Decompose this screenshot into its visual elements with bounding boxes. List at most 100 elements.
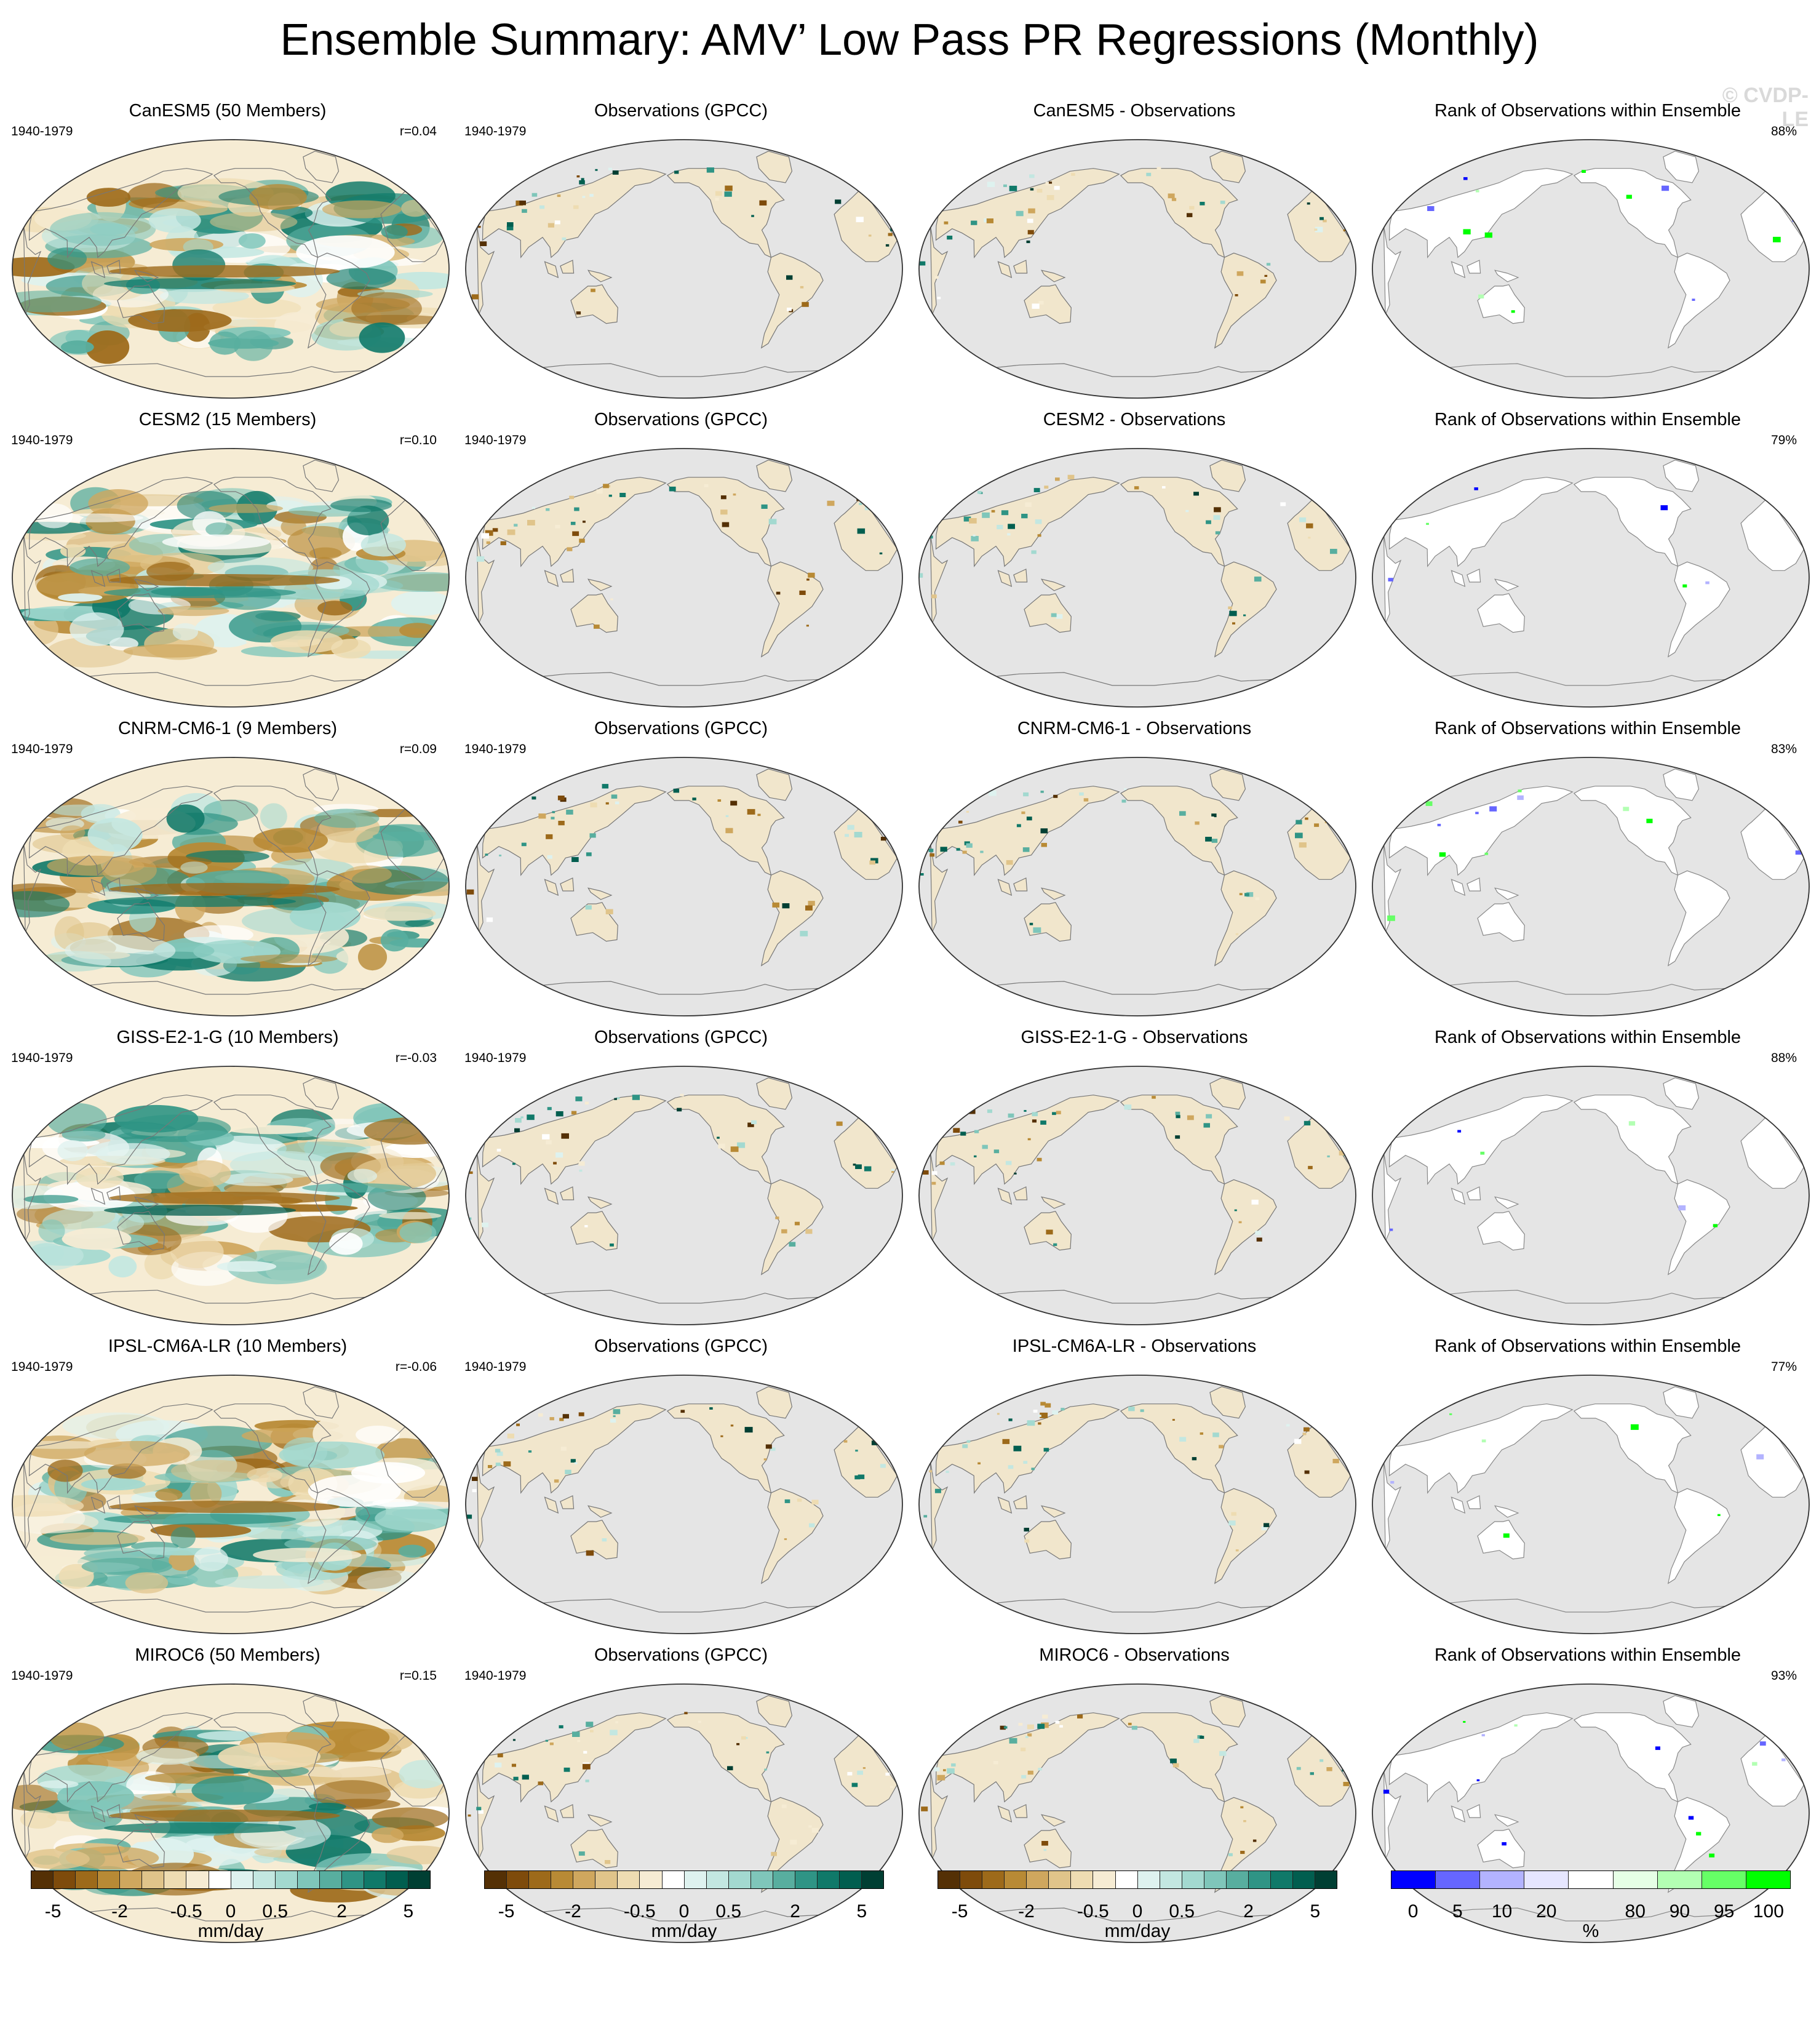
panel-period: 1940-1979 (464, 1669, 527, 1683)
map-panel-diff: MIROC6 - Observations (907, 1643, 1362, 1947)
map-panel-model: CanESM5 (50 Members) 1940-1979 r=0.04 (0, 98, 455, 403)
panel-title: CNRM-CM6-1 (9 Members) (117, 719, 338, 738)
panel-statistic: 77% (1770, 1360, 1797, 1374)
panel-statistic: r=0.04 (399, 124, 437, 138)
panel-period: 1940-1979 (464, 742, 527, 756)
map-graphic (465, 448, 903, 708)
panel-title: Rank of Observations within Ensemble (1434, 410, 1741, 429)
colorbar-swatch (1093, 1871, 1116, 1888)
colorbar-swatch (507, 1871, 530, 1888)
panel-title: Rank of Observations within Ensemble (1434, 719, 1741, 738)
colorbar-swatch (341, 1871, 364, 1888)
map-graphic (918, 1066, 1356, 1325)
panel-period: 1940-1979 (11, 1669, 73, 1683)
colorbar-swatch (728, 1871, 751, 1888)
map-panel-rank: Rank of Observations within Ensemble 79% (1360, 407, 1815, 712)
colorbar-tick-label: -0.5 (623, 1901, 656, 1922)
colorbar-tick-label: 0.5 (715, 1901, 742, 1922)
colorbar-swatch (1182, 1871, 1204, 1888)
world-map (463, 754, 906, 1019)
colorbar-rank: 0 5 10 20 80 90 95 100% (1391, 1870, 1791, 1963)
map-panel-obs: Observations (GPCC) 1940-1979 (453, 1025, 909, 1330)
colorbar-swatch (706, 1871, 729, 1888)
colorbar-swatch (750, 1871, 773, 1888)
colorbar-swatch (1524, 1871, 1569, 1888)
world-map (916, 1063, 1359, 1328)
map-graphic (12, 139, 450, 399)
panel-title: CESM2 (15 Members) (138, 410, 317, 429)
panel-title: MIROC6 - Observations (1039, 1645, 1230, 1665)
panel-title: GISS-E2-1-G - Observations (1021, 1028, 1248, 1047)
panel-title: Observations (GPCC) (594, 1645, 768, 1665)
colorbar-swatch (684, 1871, 707, 1888)
colorbar-swatch (408, 1871, 431, 1888)
world-map (9, 1063, 452, 1328)
map-graphic (465, 139, 903, 399)
colorbar-tick-label: 2 (336, 1901, 347, 1922)
map-panel-model: GISS-E2-1-G (10 Members) 1940-1979 r=-0.03 (0, 1025, 455, 1330)
map-graphic (918, 139, 1356, 399)
map-panel-model: CESM2 (15 Members) 1940-1979 r=0.10 (0, 407, 455, 712)
map-graphic (1372, 757, 1810, 1016)
panel-statistic: 88% (1770, 1051, 1797, 1065)
panel-statistic: 93% (1770, 1669, 1797, 1683)
world-map (9, 1372, 452, 1637)
colorbar-swatch (253, 1871, 276, 1888)
colorbar-tick-label: -2 (565, 1901, 581, 1922)
colorbar-swatch (54, 1871, 76, 1888)
map-graphic (12, 757, 450, 1016)
colorbar-swatch (1049, 1871, 1072, 1888)
colorbar-swatch (164, 1871, 187, 1888)
colorbar-swatch (275, 1871, 298, 1888)
panel-title: GISS-E2-1-G (10 Members) (116, 1028, 339, 1047)
colorbar-swatch (1391, 1871, 1436, 1888)
colorbar-swatch (1071, 1871, 1094, 1888)
colorbar-swatch (773, 1871, 795, 1888)
panel-title: Rank of Observations within Ensemble (1434, 1645, 1741, 1665)
colorbar-swatch (662, 1871, 685, 1888)
colorbar-tick-label: 5 (403, 1901, 414, 1922)
panel-title: Observations (GPCC) (594, 1336, 768, 1356)
colorbar-tick-label: 0 (1407, 1901, 1419, 1922)
panel-title: Observations (GPCC) (594, 101, 768, 121)
map-panel-rank: Rank of Observations within Ensemble 83% (1360, 716, 1815, 1021)
world-map (463, 1063, 906, 1328)
map-graphic (918, 1683, 1356, 1943)
map-graphic (1372, 1375, 1810, 1634)
panel-title: Observations (GPCC) (594, 410, 768, 429)
panel-title: CESM2 - Observations (1043, 410, 1226, 429)
panel-period: 1940-1979 (464, 433, 527, 447)
panel-title: MIROC6 (50 Members) (135, 1645, 320, 1665)
map-panel-rank: Rank of Observations within Ensemble 77% (1360, 1334, 1815, 1639)
map-panel-diff: CNRM-CM6-1 - Observations (907, 716, 1362, 1021)
colorbar-swatch (1204, 1871, 1227, 1888)
world-map (1369, 445, 1812, 710)
map-graphic (1372, 448, 1810, 708)
colorbar-diff: -5 -2 -0.5 0 0.5 2 5 mm/day (937, 1870, 1337, 1963)
map-panel-obs: Observations (GPCC) 1940-1979 (453, 1334, 909, 1639)
world-map (463, 1681, 906, 1946)
colorbar-swatch (319, 1871, 342, 1888)
colorbar-strip (1391, 1870, 1791, 1889)
colorbar-tick-label: -0.5 (1077, 1901, 1109, 1922)
colorbar-swatch (1005, 1871, 1027, 1888)
colorbar-tick-label: 95 (1713, 1901, 1735, 1922)
panel-statistic: r=-0.03 (395, 1051, 437, 1065)
map-panel-obs: Observations (GPCC) 1940-1979 (453, 407, 909, 712)
world-map (916, 445, 1359, 710)
colorbar-tick-label: 2 (790, 1901, 800, 1922)
panel-period: 1940-1979 (11, 124, 73, 138)
map-panel-diff: CanESM5 - Observations (907, 98, 1362, 403)
map-graphic (465, 1375, 903, 1634)
map-graphic (12, 448, 450, 708)
colorbar-obs: -5 -2 -0.5 0 0.5 2 5 mm/day (484, 1870, 884, 1963)
colorbar-tick-label: 5 (1452, 1901, 1463, 1922)
figure-title: Ensemble Summary: AMV’ Low Pass PR Regre… (280, 15, 1539, 65)
panel-period: 1940-1979 (11, 1051, 73, 1065)
colorbar-tick-label: 0 (225, 1901, 236, 1922)
colorbar-tick-label: -2 (111, 1901, 128, 1922)
colorbar-swatch (1436, 1871, 1481, 1888)
colorbar-swatch (640, 1871, 663, 1888)
panel-period: 1940-1979 (464, 1051, 527, 1065)
colorbar-tick-label: 20 (1536, 1901, 1557, 1922)
